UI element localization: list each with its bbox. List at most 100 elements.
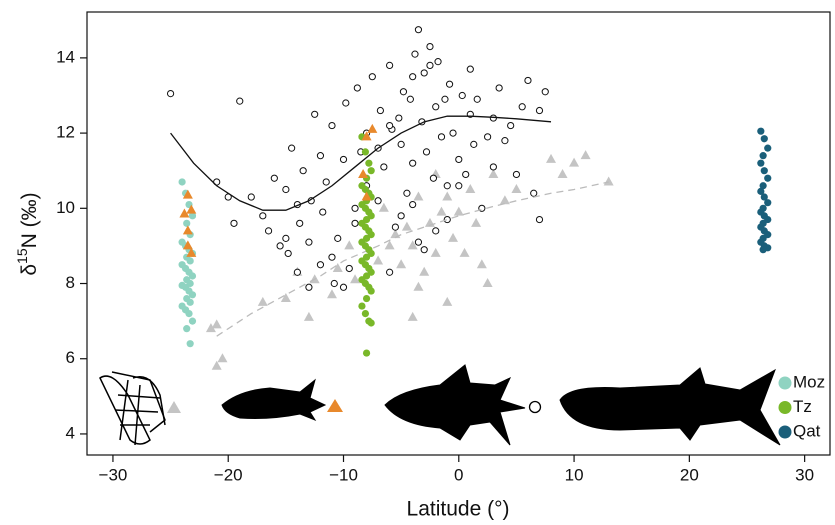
circle-point [365, 159, 373, 167]
triangle-point [344, 240, 355, 250]
x-tick-label: 10 [565, 465, 584, 484]
circle-point [247, 193, 255, 201]
circle-point [188, 317, 197, 325]
x-axis-label: Latitude (°) [407, 498, 510, 521]
triangle-point [511, 184, 522, 194]
circle-point [432, 227, 440, 235]
circle-point [236, 97, 244, 105]
circle-point [443, 182, 451, 190]
triangle-point [303, 311, 314, 321]
circle-point [441, 95, 449, 103]
circle-point [518, 103, 526, 111]
y-tick-label: 4 [66, 423, 75, 442]
circle-point [462, 170, 470, 179]
triangle-point [326, 289, 337, 299]
triangle-point [580, 150, 591, 160]
circle-point [188, 212, 197, 220]
triangle-point [557, 168, 568, 178]
circle-point [361, 148, 370, 156]
gray-triangle-icon [167, 401, 181, 413]
circle-point [466, 65, 474, 73]
circle-point [764, 144, 772, 152]
circle-point [185, 310, 193, 318]
triangle-point [499, 195, 510, 205]
circle-point [411, 50, 419, 58]
triangle-point [413, 191, 424, 201]
y-tick-label: 8 [66, 273, 75, 292]
circle-point [399, 88, 408, 96]
circle-point [535, 215, 544, 224]
circle-point [362, 349, 371, 357]
circle-point [524, 76, 532, 85]
circle-point [259, 212, 267, 220]
triangle-point [384, 240, 395, 250]
circle-point [445, 80, 454, 88]
triangle-point [401, 221, 412, 231]
circle-point [541, 88, 549, 96]
circle-point [455, 182, 463, 190]
circle-point [386, 268, 394, 276]
circle-point [484, 133, 492, 141]
triangle-point [211, 360, 222, 370]
y-tick-label: 14 [56, 47, 75, 66]
triangle-point [430, 247, 441, 257]
circle-point [760, 135, 768, 143]
circle-point [386, 121, 394, 130]
circle-point [361, 310, 370, 318]
circle-point [374, 197, 382, 205]
triangle-point [459, 247, 470, 257]
circle-point [288, 144, 296, 152]
circle-point [367, 319, 375, 327]
triangle-point [603, 176, 614, 186]
triangle-point [413, 281, 424, 291]
circle-point [397, 212, 405, 220]
circle-point [330, 279, 338, 288]
triangle-point [407, 311, 418, 321]
triangle-point [453, 206, 464, 216]
legend-marker [778, 425, 792, 439]
circle-point [264, 227, 273, 235]
circle-point [299, 167, 307, 175]
triangle-point [211, 319, 222, 329]
circle-point [230, 219, 238, 227]
circle-point [420, 246, 428, 254]
circle-point [414, 26, 423, 34]
circle-point [409, 200, 417, 209]
circle-point [186, 257, 194, 265]
circle-point [342, 99, 350, 107]
triangle-point [182, 240, 193, 250]
circle-point [183, 219, 191, 227]
circle-point [470, 140, 478, 148]
y-axis-label: δ15N (‰) [14, 192, 41, 275]
circle-point [376, 106, 384, 115]
triangle-point [332, 262, 343, 272]
triangle-point [361, 191, 372, 201]
circle-point [358, 302, 366, 310]
triangle-point [186, 204, 197, 214]
circle-point [495, 84, 503, 92]
circle-point [395, 114, 403, 122]
circle-point [270, 174, 278, 182]
circle-point [316, 152, 325, 160]
circle-point [473, 95, 481, 103]
triangle-point [476, 259, 487, 269]
orange-triangle-icon [327, 399, 343, 412]
triangle-point [471, 217, 482, 227]
circle-point [535, 106, 544, 115]
circle-point [319, 208, 327, 216]
y-label-prefix: δ [18, 264, 41, 276]
circle-point [764, 199, 772, 207]
circle-point [316, 261, 325, 269]
circle-point [422, 148, 431, 156]
plot-area [166, 26, 772, 370]
triangle-point [465, 184, 476, 194]
x-tick-label: −20 [214, 465, 243, 484]
circle-point [284, 249, 292, 258]
circle-point [406, 95, 414, 103]
circle-point [426, 61, 434, 70]
circle-point [188, 272, 197, 280]
circle-point [293, 268, 301, 276]
marks [166, 26, 772, 370]
x-tick-label: 0 [454, 465, 463, 484]
